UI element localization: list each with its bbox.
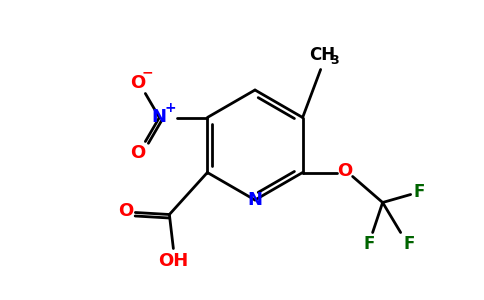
Text: F: F bbox=[404, 235, 415, 253]
Text: OH: OH bbox=[158, 251, 188, 269]
Text: F: F bbox=[414, 182, 425, 200]
Text: O: O bbox=[337, 161, 352, 179]
Text: +: + bbox=[165, 101, 176, 116]
Text: CH: CH bbox=[310, 46, 336, 64]
Text: −: − bbox=[141, 65, 153, 80]
Text: O: O bbox=[130, 74, 145, 92]
Text: 3: 3 bbox=[330, 54, 339, 67]
Text: N: N bbox=[152, 109, 167, 127]
Text: N: N bbox=[247, 191, 262, 209]
Text: O: O bbox=[118, 202, 133, 220]
Text: F: F bbox=[364, 235, 375, 253]
Text: O: O bbox=[130, 143, 145, 161]
